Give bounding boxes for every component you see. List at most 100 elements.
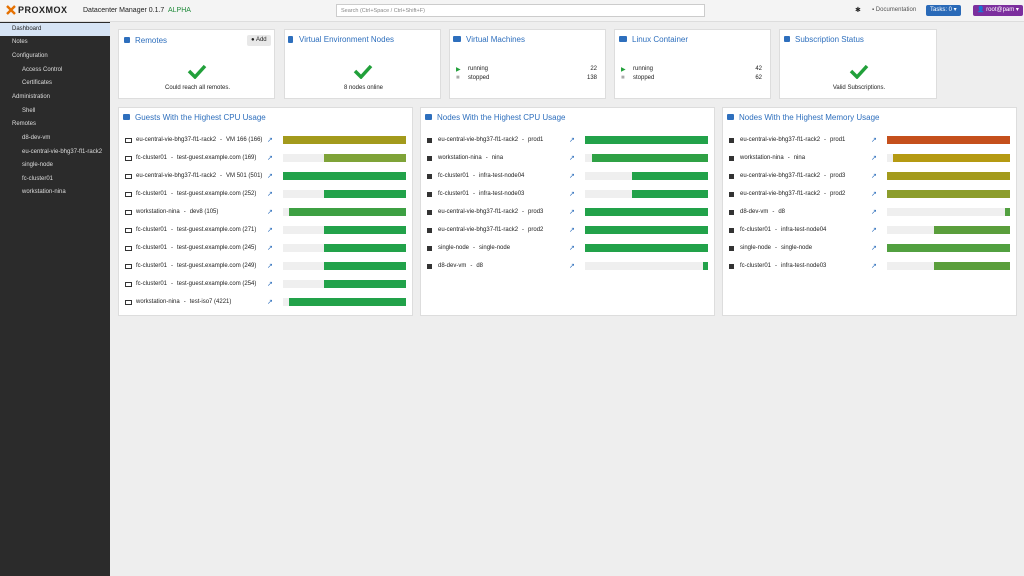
- remote: single-node: [740, 245, 772, 251]
- usage-bar: [283, 226, 406, 234]
- nav-item[interactable]: single-node: [22, 162, 54, 169]
- open-link[interactable]: ↗: [267, 263, 273, 270]
- usage-bar: [283, 190, 406, 198]
- row-icon: [729, 246, 734, 251]
- search-box[interactable]: Search (Ctrl+Space / Ctrl+Shift+F): [336, 4, 705, 17]
- count: 138: [586, 75, 597, 81]
- usage-fill: [323, 190, 406, 198]
- nav-item[interactable]: Access Control: [22, 67, 63, 73]
- remote: fc-cluster01: [438, 191, 470, 197]
- open-link[interactable]: ↗: [267, 191, 273, 198]
- usage-fill: [887, 190, 1010, 198]
- row-label: fc-cluster01- test-guest.example.com (249…: [136, 263, 260, 269]
- nav-item[interactable]: Certificates: [22, 80, 53, 86]
- count: 22: [590, 66, 597, 72]
- nav-item[interactable]: Shell: [22, 108, 36, 114]
- tasks-button[interactable]: Tasks: 0 ▾: [926, 5, 961, 16]
- panel-icon: [123, 114, 130, 120]
- usage-bar: [887, 172, 1010, 180]
- usage-fill: [323, 154, 406, 162]
- open-link[interactable]: ↗: [267, 173, 273, 180]
- usage-bar: [585, 154, 708, 162]
- open-link[interactable]: ↗: [569, 227, 575, 234]
- separator: -: [171, 245, 174, 251]
- badge: ALPHA: [168, 7, 191, 14]
- usage-bar: [887, 208, 1010, 216]
- usage-fill: [933, 262, 1010, 270]
- row-label: fc-cluster01- test-guest.example.com (245…: [136, 245, 260, 251]
- row-label: fc-cluster01- infra-test-node04: [740, 227, 830, 233]
- usage-fill: [887, 244, 1010, 252]
- documentation-link[interactable]: ▪ Documentation: [872, 7, 917, 13]
- open-link[interactable]: ↗: [871, 137, 877, 144]
- open-link[interactable]: ↗: [267, 299, 273, 306]
- open-link[interactable]: ↗: [569, 263, 575, 270]
- remote: eu-central-vie-bhg37-fl1-rack2: [740, 191, 821, 197]
- open-link[interactable]: ↗: [267, 209, 273, 216]
- row-icon: [427, 138, 432, 143]
- nav-item[interactable]: workstation-nina: [22, 189, 66, 196]
- open-link[interactable]: ↗: [871, 227, 877, 234]
- row-icon: [125, 228, 132, 233]
- open-link[interactable]: ↗: [569, 173, 575, 180]
- open-link[interactable]: ↗: [871, 155, 877, 162]
- open-link[interactable]: ↗: [569, 137, 575, 144]
- row-icon: [125, 156, 132, 161]
- nav-item[interactable]: Configuration: [12, 53, 48, 59]
- user-button[interactable]: 👤 root@pam ▾: [973, 5, 1023, 16]
- usage-fill: [585, 136, 708, 144]
- open-link[interactable]: ↗: [267, 155, 273, 162]
- separator: -: [824, 137, 827, 143]
- label: stopped: [633, 75, 655, 81]
- open-link[interactable]: ↗: [871, 173, 877, 180]
- row-label: fc-cluster01- test-guest.example.com (271…: [136, 227, 260, 233]
- usage-fill: [631, 172, 708, 180]
- nav-item[interactable]: fc-cluster01: [22, 175, 54, 182]
- containers-card: Linux Container ▶ running 42 ■ stopped 6…: [614, 29, 771, 99]
- usage-fill: [585, 208, 708, 216]
- name: test-guest.example.com (254): [177, 281, 257, 287]
- usage-bar: [887, 262, 1010, 270]
- nav-item[interactable]: Administration: [12, 94, 51, 100]
- open-link[interactable]: ↗: [569, 209, 575, 216]
- remote: eu-central-vie-bhg37-fl1-rack2: [740, 137, 821, 143]
- open-link[interactable]: ↗: [871, 263, 877, 270]
- open-link[interactable]: ↗: [871, 191, 877, 198]
- open-link[interactable]: ↗: [267, 137, 273, 144]
- open-link[interactable]: ↗: [569, 191, 575, 198]
- name: test-guest.example.com (252): [177, 191, 257, 197]
- label: stopped: [468, 75, 490, 81]
- row-label: d8-dev-vm - d8: [740, 209, 789, 215]
- panel-icon: [425, 114, 432, 120]
- nav-item[interactable]: Dashboard: [0, 23, 110, 36]
- open-link[interactable]: ↗: [267, 227, 273, 234]
- name: single-node: [781, 245, 813, 251]
- open-link[interactable]: ↗: [871, 209, 877, 216]
- separator: -: [775, 227, 778, 233]
- status: Valid Subscriptions.: [832, 85, 886, 91]
- separator: -: [470, 263, 473, 269]
- name: prod3: [830, 173, 846, 179]
- remote: fc-cluster01: [136, 191, 168, 197]
- remote: fc-cluster01: [740, 227, 772, 233]
- open-link[interactable]: ↗: [267, 281, 273, 288]
- open-link[interactable]: ↗: [569, 155, 575, 162]
- name: test-guest.example.com (249): [177, 263, 257, 269]
- nav-item[interactable]: Notes: [12, 39, 28, 45]
- row-label: workstation-nina - nina: [740, 155, 809, 161]
- open-link[interactable]: ↗: [569, 245, 575, 252]
- open-link[interactable]: ↗: [871, 245, 877, 252]
- panel-title: Nodes With the Highest CPU Usage: [437, 113, 566, 122]
- theme-toggle[interactable]: ✱: [855, 7, 861, 14]
- nav-item[interactable]: d8-dev-vm: [22, 135, 51, 141]
- nav-item[interactable]: eu-central-vie-bhg37-fl1-rack2: [22, 148, 103, 155]
- remote: fc-cluster01: [438, 173, 470, 179]
- open-link[interactable]: ↗: [267, 245, 273, 252]
- card-title: Virtual Environment Nodes: [299, 35, 395, 44]
- add-button[interactable]: ● Add: [247, 35, 271, 46]
- usage-bar: [887, 190, 1010, 198]
- usage-bar: [887, 154, 1010, 162]
- nav-item[interactable]: Remotes: [12, 121, 37, 127]
- panel-title: Guests With the Highest CPU Usage: [135, 113, 266, 122]
